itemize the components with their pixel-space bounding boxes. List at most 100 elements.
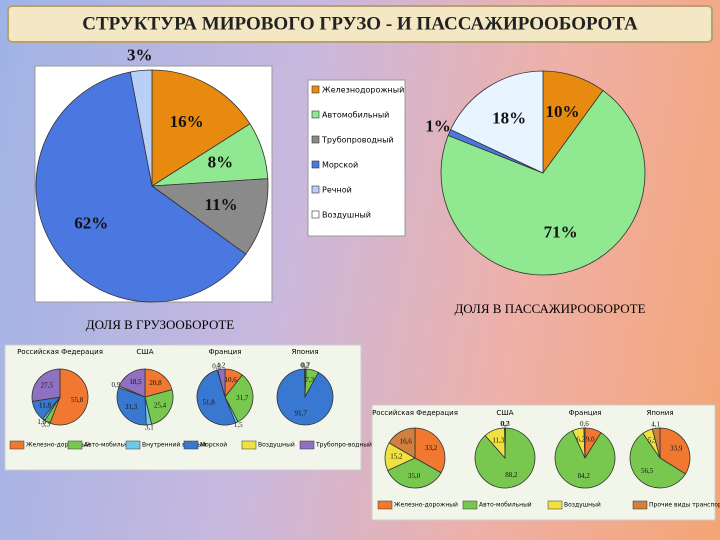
legend-label: Морской xyxy=(200,442,227,449)
legend-swatch xyxy=(311,185,320,194)
data-label: 0,6 xyxy=(580,420,589,428)
pie-slice xyxy=(196,369,237,426)
data-label: 6,2 xyxy=(576,436,585,444)
data-label: 71% xyxy=(544,223,578,242)
legend-swatch xyxy=(462,500,478,510)
country-title: Российская Федерация xyxy=(17,348,103,356)
pie-slice xyxy=(414,427,446,474)
legend-label: Внутренний водный xyxy=(142,442,206,449)
legend-label: Железно-дорожный xyxy=(26,442,90,449)
country-title: Российская Федерация xyxy=(372,409,458,417)
legend-swatch xyxy=(632,500,648,510)
legend-label: Авто-мобильный xyxy=(84,442,137,449)
pie-slice xyxy=(144,368,173,398)
legend-swatch xyxy=(125,440,141,450)
country-title: США xyxy=(496,409,513,417)
data-label: 0,2 xyxy=(500,420,509,428)
legend-swatch xyxy=(311,135,320,144)
legend-swatch xyxy=(9,440,25,450)
pie-slice xyxy=(144,389,174,425)
pie-slice xyxy=(651,427,661,459)
legend-label: Речной xyxy=(322,186,352,195)
data-label: 25,4 xyxy=(154,401,167,409)
data-label: 0,7 xyxy=(301,361,310,369)
data-label: 31,7 xyxy=(236,394,249,402)
data-label: 0,2 xyxy=(300,361,309,369)
legend-label: Воздушный xyxy=(258,442,295,449)
data-label: 0,9 xyxy=(112,381,121,389)
pie-slice xyxy=(388,427,416,459)
data-label: 10% xyxy=(546,102,580,121)
data-label: 84,2 xyxy=(578,472,591,480)
data-label: 8% xyxy=(208,153,234,172)
legend-label: Трубопро-водный xyxy=(315,442,372,449)
data-label: 35,0 xyxy=(408,472,421,480)
data-label: 5,5 xyxy=(648,437,657,445)
data-label: 4,2 xyxy=(216,362,225,370)
data-label: 91,7 xyxy=(295,409,308,417)
slide-title: СТРУКТУРА МИРОВОГО ГРУЗО - И ПАССАЖИРООБ… xyxy=(82,13,638,34)
legend-label: Железно-дорожный xyxy=(394,502,458,509)
data-label: 18% xyxy=(492,109,526,128)
pie-slice xyxy=(387,457,442,489)
pie-slice xyxy=(450,70,544,174)
chart-caption: ДОЛЯ В ГРУЗООБОРОТЕ xyxy=(86,317,234,332)
legend-label: Трубопроводный xyxy=(321,136,394,145)
title-bar xyxy=(7,5,713,43)
data-label: 9,0 xyxy=(586,436,595,444)
data-label: 3,1 xyxy=(145,424,154,432)
data-label: 16% xyxy=(170,112,204,131)
data-label: 7,3 xyxy=(305,376,314,384)
data-label: 20,8 xyxy=(149,379,162,387)
legend-label: Авто-мобильный xyxy=(479,502,532,509)
data-label: 88,2 xyxy=(505,471,518,479)
pie-slice xyxy=(583,427,586,459)
legend-label: Морской xyxy=(322,161,358,170)
data-label: 1,5 xyxy=(234,421,243,429)
data-label: 10,6 xyxy=(225,376,238,384)
legend-swatch xyxy=(67,440,83,450)
pie-slice xyxy=(129,69,153,187)
data-label: 27,5 xyxy=(41,381,54,389)
legend-label: Железнодорожный xyxy=(322,86,404,95)
pie-slice xyxy=(49,368,89,426)
legend-swatch xyxy=(311,110,320,119)
legend-swatch xyxy=(311,210,320,219)
country-title: Япония xyxy=(646,409,673,417)
legend-label: Прочие виды транспорта xyxy=(649,502,720,509)
country-title: Япония xyxy=(291,348,318,356)
data-label: 33,2 xyxy=(425,444,438,452)
pie-slice xyxy=(118,368,146,398)
data-label: 16,6 xyxy=(400,437,413,445)
pie-slice xyxy=(116,386,147,426)
legend-swatch xyxy=(183,440,199,450)
legend-label: Воздушный xyxy=(322,211,371,220)
data-label: 62% xyxy=(74,213,108,232)
legend-swatch xyxy=(311,85,320,94)
legend-swatch xyxy=(241,440,257,450)
chart-caption: ДОЛЯ В ПАССАЖИРООБОРОТЕ xyxy=(454,301,645,316)
pie-slice xyxy=(150,178,269,255)
data-label: 11% xyxy=(205,195,238,214)
legend-label: Автомобильный xyxy=(322,111,389,120)
pie-slice xyxy=(440,89,646,276)
legend-swatch xyxy=(311,160,320,169)
legend-swatch xyxy=(377,500,393,510)
data-label: 18,5 xyxy=(129,378,142,386)
pie-slice xyxy=(35,71,247,303)
data-label: 56,5 xyxy=(641,467,654,475)
data-label: 4,1 xyxy=(651,420,660,428)
data-label: 1% xyxy=(425,117,451,136)
country-title: Франция xyxy=(569,409,602,417)
data-label: 55,8 xyxy=(71,396,84,404)
data-label: 1,5 xyxy=(37,418,46,426)
pie-slice xyxy=(31,368,61,402)
pie-slice xyxy=(629,432,686,489)
data-label: 33,9 xyxy=(670,445,683,453)
country-title: Франция xyxy=(209,348,242,356)
pie-slice xyxy=(151,69,251,187)
legend-box xyxy=(307,79,406,237)
data-label: 11,8 xyxy=(39,401,51,409)
data-label: 3% xyxy=(127,46,153,65)
